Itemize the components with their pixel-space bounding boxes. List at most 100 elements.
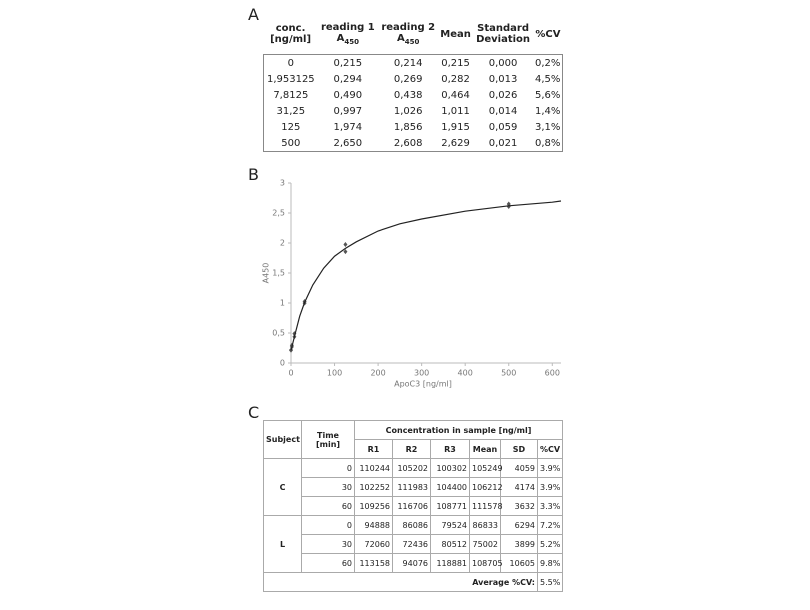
cell: 108705 (469, 553, 503, 573)
footer-label: Average %CV: (263, 572, 538, 592)
cell: 2,650 (333, 137, 363, 149)
data-point (343, 242, 348, 248)
row: 1,953125 0,294 0,269 0,282 0,013 4,5% (264, 71, 563, 87)
header-cell: Time [min] (301, 420, 355, 459)
cell: 2,608 (393, 137, 423, 149)
cell: 0,026 (488, 89, 518, 101)
header-symbol: A (397, 33, 405, 44)
cell: 30 (301, 534, 355, 554)
cell: 80512 (430, 534, 470, 554)
header-cell: %CV (533, 14, 562, 55)
cell: 0,269 (393, 73, 423, 85)
header-cell: R2 (392, 439, 431, 459)
cell: 0,8% (534, 137, 561, 149)
cell: 116706 (392, 496, 431, 516)
cell: 3899 (500, 534, 538, 554)
y-tick-label: 0,5 (272, 329, 285, 338)
cell: 0 (301, 458, 355, 478)
header-cell: SD (500, 439, 538, 459)
cell: 105202 (392, 458, 431, 478)
x-tick-label: 200 (370, 369, 385, 378)
cell: 72060 (354, 534, 393, 554)
header-text: reading 1 (320, 22, 375, 33)
row: L 0 94888 86086 79524 86833 6294 7.2% (263, 515, 564, 573)
cell: 110244 (354, 458, 393, 478)
cell: 3.9% (536, 477, 564, 497)
cell: 1,915 (441, 121, 470, 133)
cell: 1,856 (393, 121, 423, 133)
header-text: %CV (535, 28, 561, 40)
cell: 0,215 (441, 57, 470, 69)
panel-label: A (248, 5, 259, 24)
cell: 4059 (500, 458, 538, 478)
cell: 1,026 (393, 105, 423, 117)
row: 60 113158 94076 118881 108705 10605 9.8% (264, 553, 564, 573)
header-cell: Standard Deviation (473, 14, 534, 55)
cell: 60 (301, 553, 355, 573)
row: 31,25 0,997 1,026 1,011 0,014 1,4% (264, 103, 563, 119)
header-cell: Mean (469, 439, 501, 459)
footer-row: Average %CV: 5.5% (263, 572, 564, 592)
panel-label: C (248, 403, 260, 422)
cell: 10605 (500, 553, 538, 573)
header-text: Deviation (476, 34, 531, 45)
cell: 72436 (392, 534, 431, 554)
row: 500 2,650 2,608 2,629 0,021 0,8% (264, 135, 563, 152)
cell: 125 (281, 121, 301, 133)
cell: 0,021 (488, 137, 518, 149)
x-tick-label: 300 (414, 369, 429, 378)
cell: 0,464 (441, 89, 470, 101)
y-tick-label: 1,5 (272, 269, 285, 278)
header-text: conc. (275, 23, 306, 34)
header-text: reading 2 (381, 22, 436, 33)
cell: 3,1% (534, 121, 561, 133)
cell: 94076 (392, 553, 431, 573)
cell: 86086 (392, 515, 431, 535)
fit-curve (290, 200, 562, 351)
cell: 1,011 (441, 105, 470, 117)
x-tick-label: 600 (545, 369, 560, 378)
cell: 7.2% (536, 515, 564, 535)
cell: 111578 (469, 496, 503, 516)
cell: 102252 (354, 477, 393, 497)
header-symbol: A (336, 33, 345, 44)
header-cell: Subject (263, 420, 302, 459)
header-cell: conc. [ng/ml] (264, 14, 318, 55)
cell: 60 (301, 496, 355, 516)
header-cell: R1 (354, 439, 393, 459)
cell: 0,014 (488, 105, 518, 117)
cell: 0,294 (333, 73, 363, 85)
chart: ApoC3 [ng/ml] A450 0 0,5 1 1,5 2 2,5 3 0 100 200 3… (262, 179, 562, 389)
cell: 105249 (469, 458, 503, 478)
row: 30 72060 72436 80512 75002 3899 5.2% (264, 534, 564, 554)
cell: 30 (301, 477, 355, 497)
cell: 79524 (430, 515, 470, 535)
data-point (343, 249, 348, 255)
y-axis-title: A450 (262, 263, 271, 284)
header-text: [ng/ml] (270, 34, 312, 45)
cell: 31,25 (276, 105, 306, 117)
cell: 0,215 (333, 57, 363, 69)
x-tick-label: 500 (501, 369, 516, 378)
cell: 9.8% (536, 553, 564, 573)
header-cell: Concentration in sample [ng/ml] (353, 420, 564, 440)
row: 30 102252 111983 104400 106212 4174 3.9% (264, 477, 564, 497)
header-subscript: 450 (404, 38, 420, 46)
cell: 0,059 (488, 121, 518, 133)
cell: 0,000 (488, 57, 518, 69)
cell: 111983 (392, 477, 431, 497)
y-tick-label: 0 (280, 359, 285, 368)
table-c: Subject Time [min] Concentration in samp… (263, 420, 564, 592)
y-tick-label: 2,5 (272, 209, 285, 218)
header-cell: Mean (438, 14, 472, 55)
header-cell: %CV (536, 439, 564, 459)
cell: 0 (287, 57, 294, 69)
cell: 0,282 (441, 73, 470, 85)
cell: 3.3% (536, 496, 564, 516)
header-cell: reading 2 A450 (378, 14, 438, 55)
cell: 100302 (430, 458, 470, 478)
row: 60 109256 116706 108771 111578 3632 3.3% (264, 496, 564, 516)
cell: 118881 (430, 553, 470, 573)
cell: 3.9% (536, 458, 564, 478)
